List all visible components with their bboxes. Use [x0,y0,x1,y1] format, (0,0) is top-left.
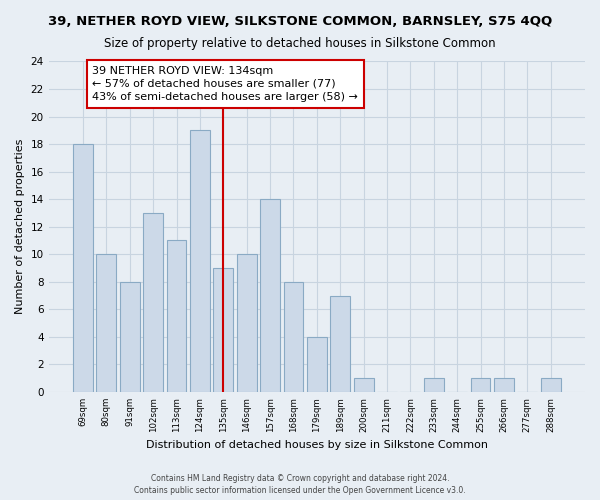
Bar [260,199,280,392]
Text: Size of property relative to detached houses in Silkstone Common: Size of property relative to detached ho… [104,38,496,51]
Bar [307,337,327,392]
Bar [120,282,140,392]
Text: 39, NETHER ROYD VIEW, SILKSTONE COMMON, BARNSLEY, S75 4QQ: 39, NETHER ROYD VIEW, SILKSTONE COMMON, … [48,15,552,28]
Bar [494,378,514,392]
Bar [353,378,374,392]
Text: Contains HM Land Registry data © Crown copyright and database right 2024.
Contai: Contains HM Land Registry data © Crown c… [134,474,466,495]
Bar [424,378,443,392]
Y-axis label: Number of detached properties: Number of detached properties [15,139,25,314]
Bar [237,254,257,392]
Bar [190,130,210,392]
X-axis label: Distribution of detached houses by size in Silkstone Common: Distribution of detached houses by size … [146,440,488,450]
Bar [541,378,560,392]
Bar [73,144,93,392]
Bar [214,268,233,392]
Bar [330,296,350,392]
Bar [97,254,116,392]
Bar [284,282,304,392]
Text: 39 NETHER ROYD VIEW: 134sqm
← 57% of detached houses are smaller (77)
43% of sem: 39 NETHER ROYD VIEW: 134sqm ← 57% of det… [92,66,358,102]
Bar [143,213,163,392]
Bar [470,378,490,392]
Bar [167,240,187,392]
